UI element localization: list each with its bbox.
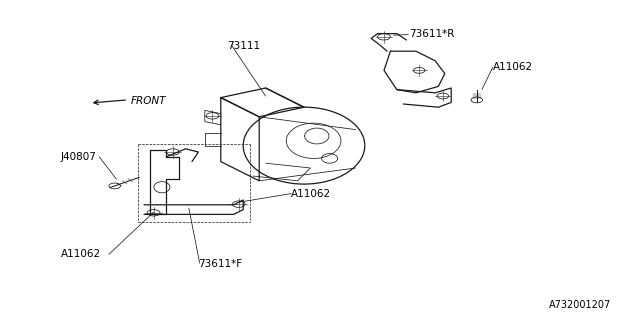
Text: A732001207: A732001207	[549, 300, 611, 310]
Text: J40807: J40807	[61, 152, 97, 162]
Text: A11062: A11062	[291, 188, 332, 199]
Text: 73611*F: 73611*F	[198, 259, 243, 269]
Text: 73111: 73111	[227, 41, 260, 52]
Text: A11062: A11062	[61, 249, 101, 260]
Text: A11062: A11062	[493, 62, 533, 72]
Text: FRONT: FRONT	[131, 96, 166, 106]
Text: 73611*R: 73611*R	[410, 28, 455, 39]
